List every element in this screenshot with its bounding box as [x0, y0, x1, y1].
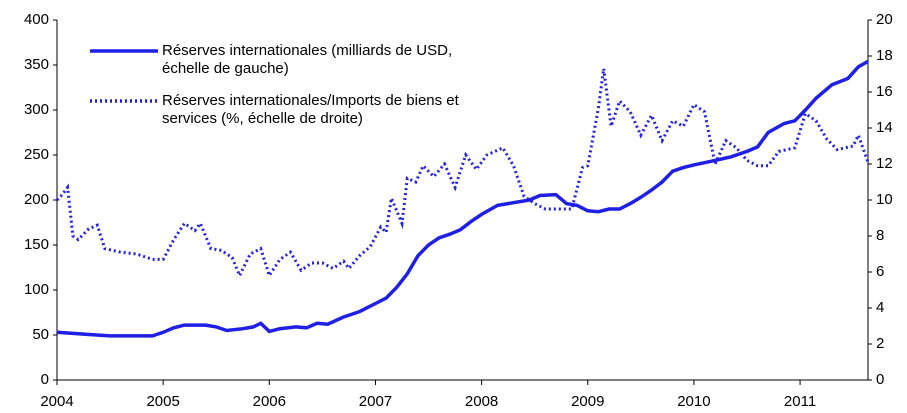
x-tick-label: 2006: [253, 393, 286, 410]
legend-label: Réserves internationales/Imports de bien…: [162, 92, 459, 127]
y2-tick-label: 16: [876, 83, 893, 100]
legend-label: Réserves internationales (milliards de U…: [162, 42, 453, 77]
y-tick-label: 200: [24, 191, 49, 208]
x-tick-label: 2005: [146, 393, 179, 410]
x-tick-label: 2004: [40, 393, 73, 410]
y-tick-label: 400: [24, 11, 49, 28]
x-tick-label: 2008: [465, 393, 498, 410]
y2-tick-label: 2: [876, 335, 884, 352]
y2-tick-label: 14: [876, 119, 893, 136]
y-tick-label: 300: [24, 101, 49, 118]
y-tick-label: 250: [24, 146, 49, 163]
y2-tick-label: 8: [876, 227, 884, 244]
y-tick-label: 150: [24, 236, 49, 253]
y2-tick-label: 10: [876, 191, 893, 208]
line: [56, 59, 869, 338]
y-tick-label: 50: [32, 326, 49, 343]
y-tick-label: 350: [24, 56, 49, 73]
y2-tick-label: 0: [876, 371, 884, 388]
y2-tick-label: 20: [876, 11, 893, 28]
y2-tick-label: 6: [876, 263, 884, 280]
x-tick-label: 2007: [359, 393, 392, 410]
y2-tick-label: 4: [876, 299, 884, 316]
y-tick-label: 100: [24, 281, 49, 298]
y2-tick-label: 18: [876, 47, 893, 64]
y-tick-label: 0: [41, 371, 49, 388]
y2-tick-label: 12: [876, 155, 893, 172]
x-tick-label: 2009: [571, 393, 604, 410]
x-tick-label: 2011: [784, 393, 816, 410]
x-tick-label: 2010: [677, 393, 710, 410]
